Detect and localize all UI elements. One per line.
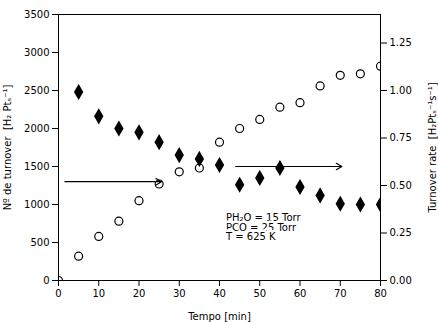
svg-text:Turnover rate [H₂Ptₛ⁻¹s⁻¹]: Turnover rate [H₂Ptₛ⁻¹s⁻¹] xyxy=(427,82,438,213)
svg-text:0: 0 xyxy=(55,288,61,299)
svg-text:1500: 1500 xyxy=(24,161,49,172)
svg-text:1.25: 1.25 xyxy=(390,37,412,48)
svg-text:0.75: 0.75 xyxy=(390,132,412,143)
svg-text:10: 10 xyxy=(92,288,105,299)
svg-text:3000: 3000 xyxy=(24,47,49,58)
svg-text:30: 30 xyxy=(173,288,186,299)
svg-text:Nº de turnover [H₂ Ptₛ⁻¹]: Nº de turnover [H₂ Ptₛ⁻¹] xyxy=(2,85,13,211)
svg-text:0.50: 0.50 xyxy=(390,180,412,191)
svg-text:0.00: 0.00 xyxy=(390,275,412,286)
svg-text:70: 70 xyxy=(334,288,347,299)
svg-text:80: 80 xyxy=(374,288,387,299)
svg-text:40: 40 xyxy=(213,288,226,299)
svg-text:60: 60 xyxy=(294,288,307,299)
svg-text:1.00: 1.00 xyxy=(390,85,412,96)
svg-text:50: 50 xyxy=(253,288,266,299)
svg-text:Tempo [min]: Tempo [min] xyxy=(187,311,251,322)
svg-text:2500: 2500 xyxy=(24,85,49,96)
svg-text:2000: 2000 xyxy=(24,123,49,134)
svg-text:500: 500 xyxy=(30,237,49,248)
svg-text:0.25: 0.25 xyxy=(390,227,412,238)
svg-text:3500: 3500 xyxy=(24,9,49,20)
svg-text:0: 0 xyxy=(43,275,49,286)
svg-text:1000: 1000 xyxy=(24,199,49,210)
svg-text:PH₂O = 15 TorrPCO = 25 TorrT =: PH₂O = 15 TorrPCO = 25 TorrT = 625 K xyxy=(225,212,302,243)
svg-text:20: 20 xyxy=(133,288,146,299)
